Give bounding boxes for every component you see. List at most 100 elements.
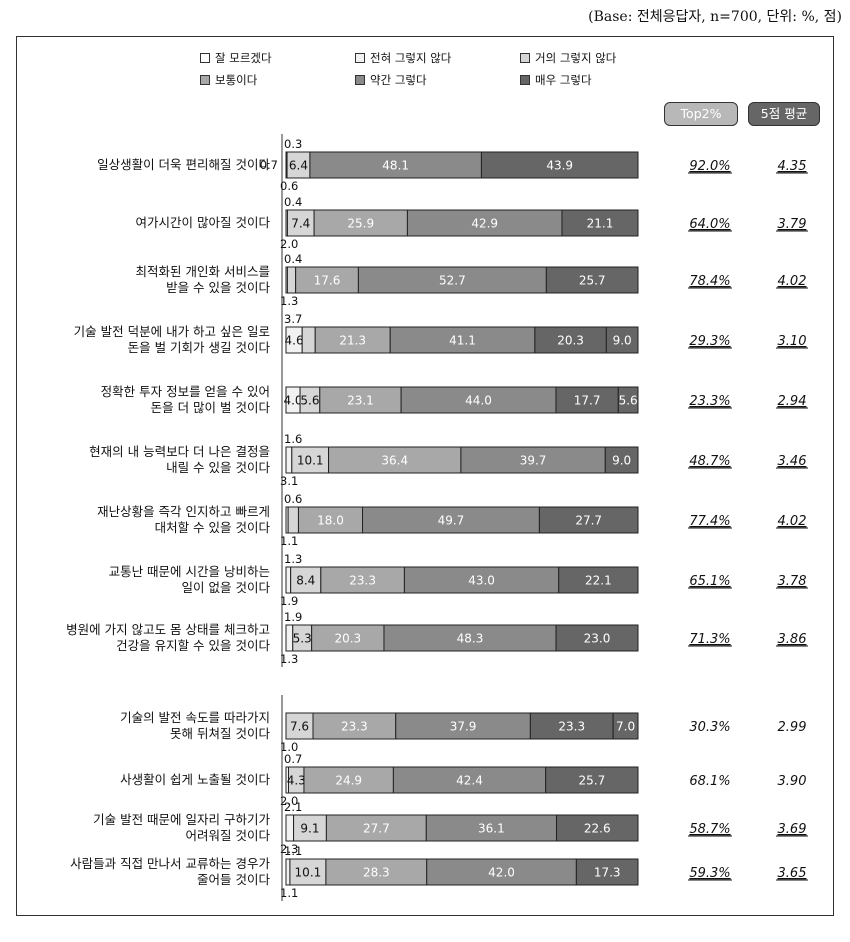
bar-value-label: 36.1: [478, 822, 505, 836]
bar-segment: [605, 326, 639, 354]
bar-segment: [561, 209, 639, 237]
small-value-label-left: 0.7: [260, 158, 278, 172]
small-value-label-above: 0.3: [284, 137, 302, 151]
category-label: 돈을 더 많이 벌 것이다: [151, 400, 271, 415]
bar-segment: [395, 712, 531, 740]
bar-value-label: 10.1: [297, 454, 324, 468]
legend-item-somewhat: 약간 그렇다: [355, 72, 427, 88]
bar-value-label: 25.9: [347, 217, 374, 231]
top2-value: 30.3%: [689, 720, 730, 735]
bar-value-label: 7.0: [616, 720, 635, 734]
category-label: 교통난 때문에 시간을 낭비하는: [109, 564, 270, 579]
bar-value-label: 22.6: [584, 822, 611, 836]
top2-value: 92.0%: [689, 159, 730, 174]
bar-value-label: 4.0: [283, 394, 302, 408]
bar-segment: [357, 266, 547, 294]
category-label: 대처할 수 있을 것이다: [155, 520, 271, 535]
mean-value: 3.78: [778, 574, 807, 589]
category-label: 기술의 발전 속도를 따라가지: [120, 710, 270, 725]
top2-value: 77.4%: [689, 514, 730, 529]
bar-segment: [612, 712, 639, 740]
bar-segment: [480, 151, 639, 179]
bar-value-label: 42.4: [456, 774, 483, 788]
legend-item-dont-know: 잘 모르겠다: [200, 50, 272, 66]
bar-segment: [311, 624, 385, 652]
bar-value-label: 21.1: [587, 217, 614, 231]
mean-value: 3.69: [778, 822, 807, 837]
bar-value-label: 42.0: [488, 866, 515, 880]
category-label: 기술 발전 때문에 일자리 구하기가: [93, 812, 270, 827]
bar-segment: [460, 446, 606, 474]
bar-segment: [575, 858, 639, 886]
legend-item-neutral: 보통이다: [200, 72, 257, 88]
bar-segment: [301, 326, 316, 354]
bar-segment: [383, 624, 557, 652]
bar-value-label: 7.4: [291, 217, 310, 231]
mean-value: 2.94: [778, 394, 807, 409]
legend-swatch-dont-know: [200, 53, 210, 63]
bar-segment: [297, 506, 364, 534]
bar-segment: [555, 814, 639, 842]
bar-segment: [285, 858, 291, 886]
bar-segment: [309, 151, 482, 179]
bar-segment: [425, 814, 557, 842]
bar-value-label: 39.7: [520, 454, 547, 468]
bar-segment: [285, 566, 292, 594]
bar-value-label: 4.6: [285, 334, 304, 348]
mean-value: 3.79: [778, 217, 807, 232]
mean-value: 4.35: [778, 159, 807, 174]
bar-segment: [362, 506, 540, 534]
bar-segment: [529, 712, 614, 740]
bar-value-label: 23.3: [558, 720, 585, 734]
legend-label-somewhat: 약간 그렇다: [370, 73, 427, 87]
bar-segment: [555, 386, 619, 414]
legend-swatch-not-really: [520, 53, 530, 63]
bar-segment: [604, 446, 639, 474]
bar-value-label: 52.7: [439, 274, 466, 288]
base-note: (Base: 전체응답자, n=700, 단위: %, 점): [588, 9, 842, 25]
bar-segment: [286, 266, 297, 294]
bar-segment: [325, 858, 428, 886]
bar-value-label: 4.3: [287, 774, 306, 788]
bar-segment: [617, 386, 639, 414]
bar-segment: [406, 209, 563, 237]
category-label: 내릴 수 있을 것이다: [166, 460, 270, 475]
bar-segment: [287, 506, 299, 534]
bar-value-label: 43.0: [468, 574, 495, 588]
small-value-label-below: 1.0: [280, 740, 298, 754]
bar-segment: [289, 858, 327, 886]
bar-value-label: 17.3: [594, 866, 621, 880]
small-value-label-below: 2.0: [280, 237, 298, 251]
bar-segment: [320, 566, 405, 594]
legend-item-not-really: 거의 그렇지 않다: [520, 50, 616, 66]
small-value-label-above: 0.4: [284, 252, 302, 266]
bar-value-label: 23.1: [347, 394, 374, 408]
bar-value-label: 25.7: [578, 774, 605, 788]
bar-value-label: 9.0: [613, 334, 632, 348]
small-value-label-above: 2.1: [284, 800, 302, 814]
chart-frame: [16, 36, 834, 916]
bar-segment: [545, 766, 639, 794]
category-label: 사생활이 쉽게 노출될 것이다: [120, 772, 270, 787]
small-value-label-above: 1.9: [284, 610, 302, 624]
legend-label-not-at-all: 전혀 그렇지 않다: [370, 51, 452, 65]
bar-value-label: 23.3: [341, 720, 368, 734]
bar-value-label: 42.9: [471, 217, 498, 231]
category-label: 여가시간이 많아질 것이다: [136, 215, 271, 230]
legend-label-dont-know: 잘 모르겠다: [215, 51, 272, 65]
top2-value: 78.4%: [689, 274, 730, 289]
small-value-label-above: 1.6: [284, 432, 302, 446]
bar-value-label: 20.3: [557, 334, 584, 348]
top2-value: 68.1%: [689, 774, 730, 789]
small-value-label-above: 1.3: [284, 552, 302, 566]
bar-segment: [314, 326, 391, 354]
small-value-label-below: 3.1: [280, 474, 298, 488]
small-value-label-above: 0.4: [284, 195, 302, 209]
top2-value: 29.3%: [689, 334, 730, 349]
bar-segment: [312, 712, 397, 740]
category-label: 사람들과 직접 만나서 교류하는 경우가: [70, 856, 270, 871]
bar-value-label: 43.9: [546, 159, 573, 173]
bar-value-label: 5.6: [619, 394, 638, 408]
bar-value-label: 17.6: [314, 274, 341, 288]
